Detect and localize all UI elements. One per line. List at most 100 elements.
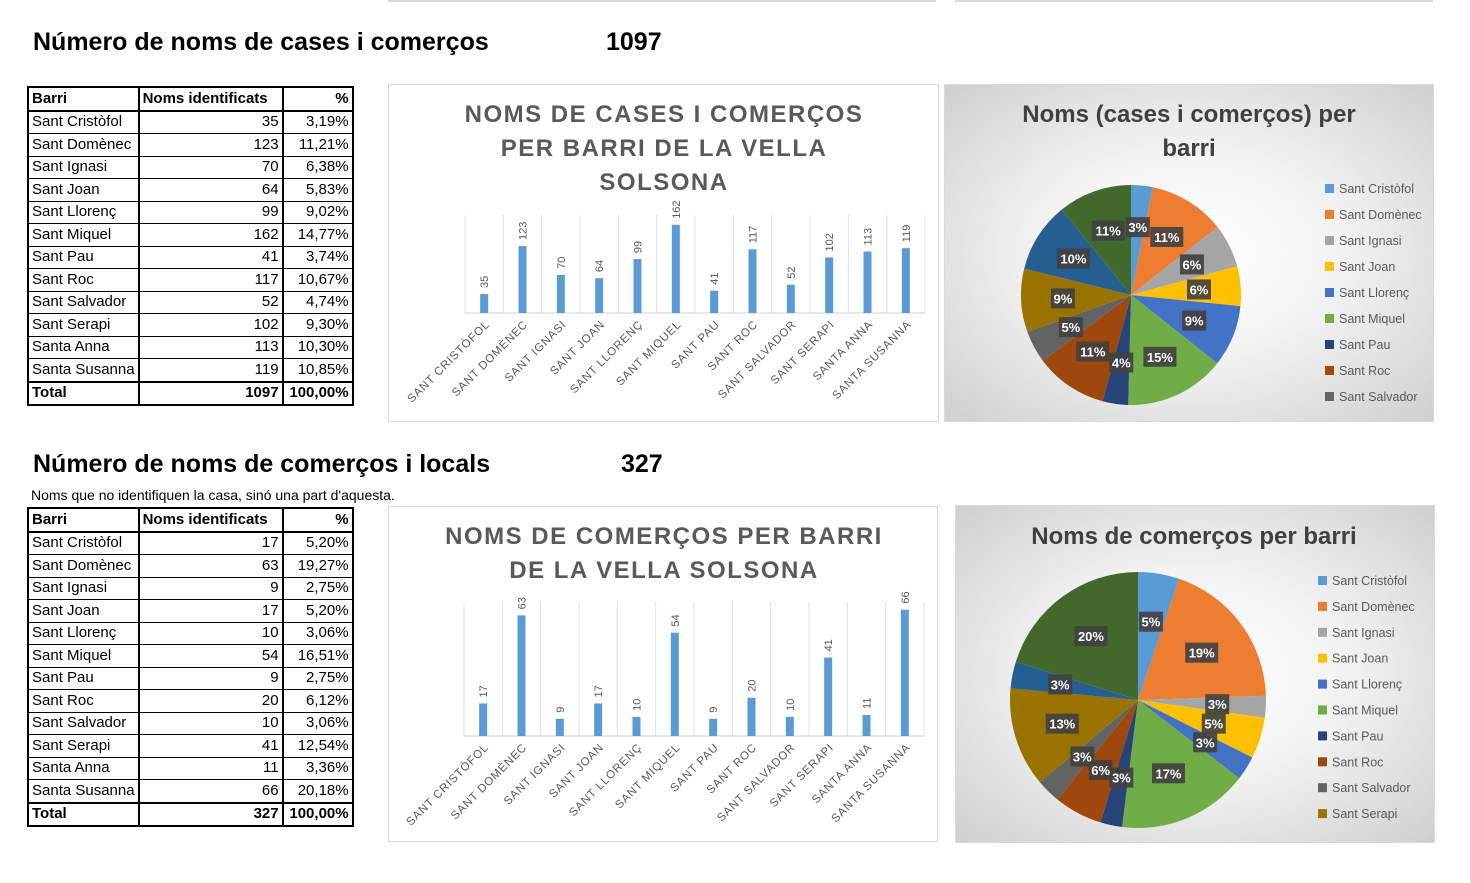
legend-swatch (1318, 601, 1327, 611)
bar-chart-shops: NOMS DE COMERÇOS PER BARRI DE LA VELLA SO… (388, 506, 938, 842)
table-row: Sant Roc 117 10,67% (27, 268, 354, 292)
bar-chart-houses-shops-svg: NOMS DE CASES I COMERÇOS PER BARRI DE LA … (405, 101, 926, 405)
bar-data-label: 35 (479, 276, 491, 288)
legend-label: Sant Pau (1332, 729, 1383, 743)
table-row: Sant Serapi 102 9,30% (27, 313, 354, 337)
cell-barri: Santa Anna (27, 756, 140, 780)
table-row: Sant Pau 9 2,75% (27, 666, 354, 690)
pie-slice (1131, 185, 1153, 295)
chart-title-line: Noms de comerços per barri (1031, 523, 1356, 550)
bar-data-label: 10 (632, 699, 644, 711)
bar-data-label: 17 (593, 685, 605, 697)
legend-label: Sant Domènec (1332, 600, 1415, 614)
cell-percent: 9,30% (282, 313, 354, 337)
legend-swatch (1325, 184, 1334, 193)
cell-percent: 16,51% (282, 644, 354, 668)
table-names-houses-shops: Barri Noms identificats% Sant Cristòfol 35 3… (27, 86, 354, 406)
x-tick-label: SANT MIQUEL (613, 742, 683, 812)
pie-data-label: 6% (1183, 257, 1202, 272)
legend-label: Sant Joan (1339, 260, 1395, 274)
legend-swatch (1325, 262, 1334, 271)
legend-swatch (1318, 757, 1327, 767)
cell-noms: 1097 (138, 380, 284, 406)
cell-barri: Sant Llorenç (27, 621, 140, 645)
cell-noms: 162 (138, 223, 284, 247)
bar-data-label: 119 (901, 225, 913, 243)
legend-swatch (1318, 679, 1327, 689)
bar-data-label: 20 (747, 679, 759, 691)
cell-percent: 3,19% (282, 110, 354, 134)
bar-data-label: 117 (748, 226, 760, 244)
pie-data-label: 10% (1060, 251, 1086, 266)
cell-noms: 63 (138, 554, 284, 578)
cell-barri: Sant Ignasi (27, 155, 140, 179)
chart-title-line: DE LA VELLA SOLSONA (509, 557, 818, 584)
bar (632, 716, 641, 736)
cell-barri: Santa Anna (27, 335, 140, 359)
cell-barri: Sant Joan (27, 178, 140, 202)
legend-swatch (1325, 288, 1334, 297)
bar-data-label: 52 (786, 266, 798, 278)
cell-percent: % (282, 507, 354, 533)
legend-label: Sant Roc (1332, 755, 1383, 769)
pie-data-label-box (1058, 317, 1083, 338)
bar (709, 718, 718, 736)
legend-swatch (1318, 627, 1327, 637)
pie-data-label: 6% (1091, 763, 1110, 778)
legend-label: Sant Pau (1339, 338, 1390, 352)
bar-data-label: 102 (824, 233, 836, 251)
bar-data-label: 41 (823, 639, 835, 651)
pie-data-label: 13% (1049, 717, 1075, 732)
pie-slice (1138, 695, 1266, 718)
bar (900, 609, 909, 736)
legend-label: Sant Salvador (1332, 781, 1411, 795)
bar (594, 703, 603, 736)
pie-data-label-box (1045, 713, 1079, 734)
cell-percent: 100,00% (282, 801, 354, 827)
x-tick-label: SANT MIQUEL (614, 319, 684, 389)
x-tick-label: SANT LLORENÇ (567, 742, 644, 819)
legend-label: Sant Salvador (1339, 390, 1418, 404)
bar-data-label: 99 (633, 241, 645, 253)
pie-data-label: 5% (1204, 717, 1223, 732)
legend-label: Sant Cristòfol (1339, 182, 1414, 196)
bar-data-label: 54 (670, 614, 682, 626)
cell-percent: 6,12% (282, 689, 354, 713)
bar (863, 251, 872, 313)
bar-data-label: 9 (708, 707, 720, 713)
bar (479, 703, 488, 736)
legend-swatch (1318, 809, 1327, 819)
legend-label: Sant Serapi (1332, 807, 1397, 821)
legend-label: Sant Miquel (1332, 704, 1398, 718)
pie-data-label-box (1048, 674, 1073, 695)
table-row: Sant Llorenç 99 9,02% (27, 200, 354, 224)
cell-noms: 119 (138, 358, 284, 382)
bar-data-label: 66 (900, 591, 912, 603)
cell-barri: Sant Roc (27, 689, 140, 713)
table-row: Sant Domènec 63 19,27% (27, 554, 354, 578)
pie-data-label-box (1205, 694, 1230, 715)
cell-barri: Barri (27, 507, 140, 533)
cell-barri: Sant Serapi (27, 734, 140, 758)
cell-barri: Sant Pau (27, 245, 140, 269)
bar (901, 248, 910, 313)
table-header-row: Barri Noms identificats% (27, 86, 354, 112)
pie-slice (1138, 700, 1265, 758)
pie-data-label: 11% (1154, 230, 1180, 245)
legend-swatch (1325, 236, 1334, 245)
legend-swatch (1318, 576, 1327, 585)
bar-data-label: 41 (709, 272, 721, 284)
table-row: Sant Serapi 41 12,54% (27, 734, 354, 758)
legend-label: Sant Cristòfol (1332, 574, 1407, 588)
cell-barri: Sant Joan (27, 599, 140, 623)
legend-swatch (1318, 653, 1327, 663)
table-names-shops-premises: Barri Noms identificats% Sant Cristòfol 17 5… (27, 507, 354, 827)
table-header-row: Barri Noms identificats% (27, 507, 354, 533)
pie-data-label-box (1186, 279, 1211, 300)
bar-data-label: 9 (555, 707, 567, 713)
pie-data-label: 3% (1196, 735, 1215, 750)
pie-slice (1100, 700, 1138, 828)
cell-barri: Total (27, 801, 140, 827)
cell-percent: 10,30% (282, 335, 354, 359)
cell-percent: 100,00% (282, 380, 354, 406)
